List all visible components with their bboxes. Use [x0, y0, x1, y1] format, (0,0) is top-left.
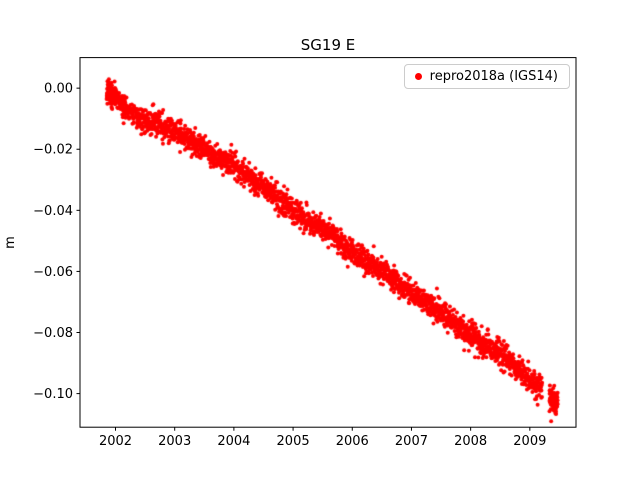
x-tick-label: 2004	[217, 434, 250, 449]
legend-label: repro2018a (IGS14)	[429, 69, 558, 84]
y-tick-label: −0.04	[33, 204, 73, 219]
y-tick-label: −0.10	[33, 387, 73, 402]
y-tick-label: −0.02	[33, 143, 73, 158]
legend-marker-dot	[414, 73, 422, 80]
y-tick-label: −0.06	[33, 265, 73, 280]
x-tick-label: 2005	[277, 434, 310, 449]
x-tick-label: 2002	[99, 434, 132, 449]
x-tick-label: 2008	[454, 434, 487, 449]
y-tick-label: −0.08	[33, 326, 73, 341]
x-tick-label: 2003	[158, 434, 191, 449]
legend: repro2018a (IGS14)	[403, 64, 570, 89]
axes-frame	[79, 57, 577, 428]
x-tick-label: 2007	[395, 434, 428, 449]
x-tick-label: 2009	[513, 434, 546, 449]
y-tick-label: 0.00	[44, 82, 73, 97]
x-tick-label: 2006	[336, 434, 369, 449]
